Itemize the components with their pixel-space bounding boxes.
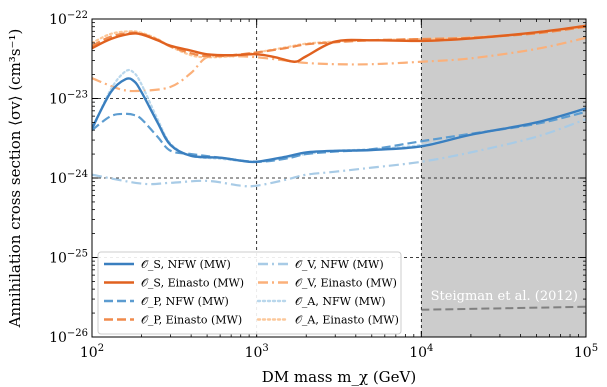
y-tick-label-1: 10−25 (49, 249, 88, 267)
reference-line-label: Steigman et al. (2012) (431, 289, 578, 304)
legend-label-3: 𝒪_P, Einasto (MW) (141, 314, 242, 327)
y-tick-label-0: 10−26 (49, 328, 88, 346)
legend-label-0: 𝒪_S, NFW (MW) (141, 258, 231, 271)
axes: 102 103 104 105 10−26 10−25 10−24 10−23 10−22 DM … (6, 10, 598, 386)
series-line-4 (92, 118, 586, 188)
series-group (92, 24, 586, 311)
legend: 𝒪_S, NFW (MW) 𝒪_S, Einasto (MW) 𝒪_P, NFW (… (97, 251, 402, 335)
legend-box (97, 251, 402, 335)
x-tick-label-1: 103 (245, 343, 269, 361)
plot-area: Steigman et al. (2012) (92, 19, 586, 337)
y-tick-label-4: 10−22 (49, 10, 88, 28)
legend-label-5: 𝒪_V, Einasto (MW) (295, 277, 397, 290)
legend-label-1: 𝒪_S, Einasto (MW) (141, 277, 244, 290)
x-axis-label: DM mass m_χ (GeV) (262, 368, 416, 386)
legend-label-4: 𝒪_V, NFW (MW) (295, 258, 384, 271)
legend-label-2: 𝒪_P, NFW (MW) (141, 295, 229, 308)
legend-label-7: 𝒪_A, Einasto (MW) (295, 314, 399, 327)
series-line-1 (92, 24, 586, 63)
x-tick-label-0: 102 (80, 343, 104, 361)
y-tick-label-3: 10−23 (49, 90, 88, 108)
series-line-0 (92, 77, 586, 164)
series-line-5 (92, 36, 586, 93)
x-tick-label-3: 105 (574, 343, 598, 361)
y-tick-label-2: 10−24 (49, 169, 88, 187)
reference-line (421, 305, 586, 311)
x-tick-label-2: 104 (409, 343, 433, 361)
legend-label-6: 𝒪_A, NFW (MW) (295, 295, 386, 308)
y-axis-label: Annihilation cross section ⟨σv⟩ (cm³s⁻¹) (6, 29, 24, 329)
